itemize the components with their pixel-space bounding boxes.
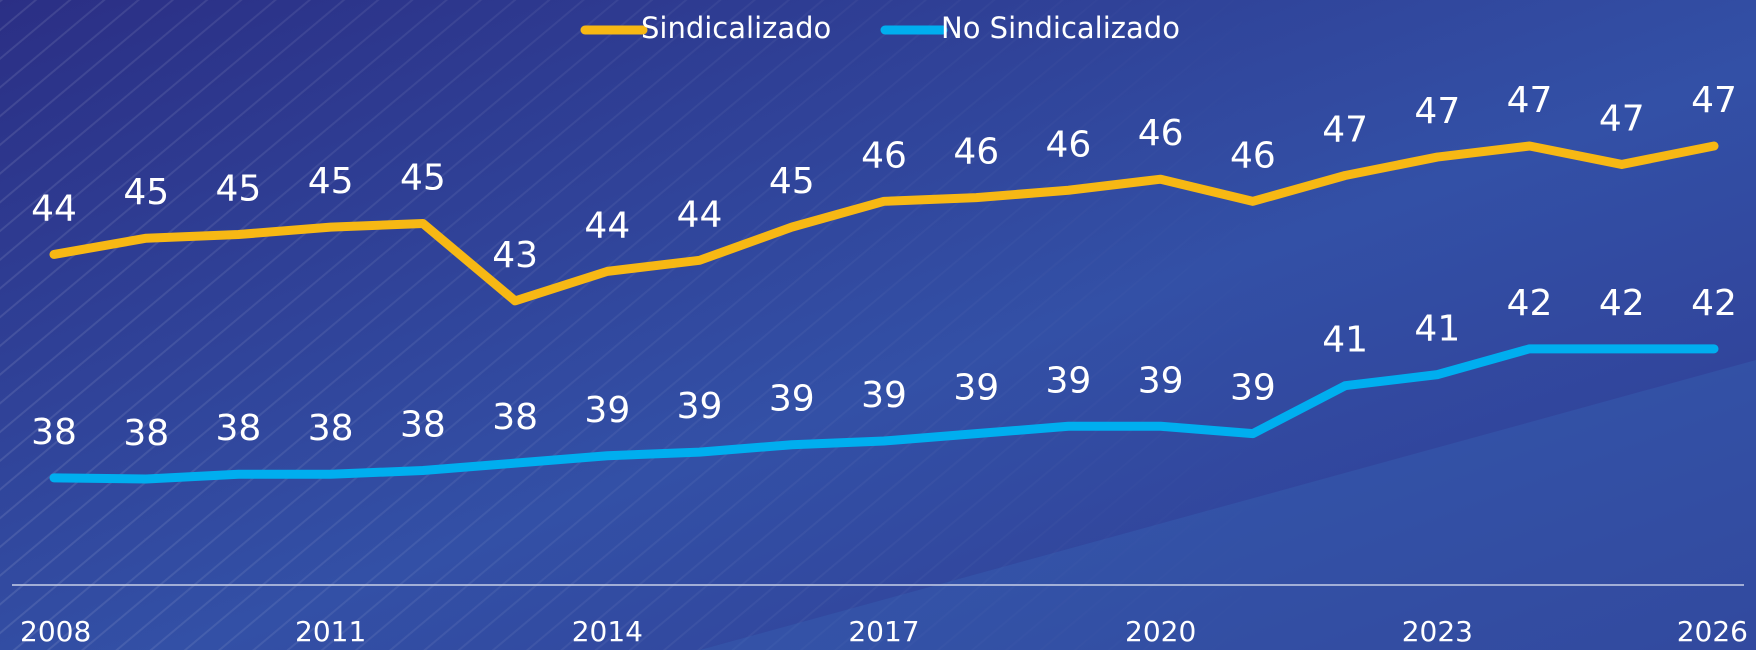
data-label: 46 bbox=[953, 132, 999, 173]
data-label: 42 bbox=[1691, 283, 1737, 324]
data-label: 44 bbox=[677, 194, 723, 235]
data-label: 46 bbox=[1046, 124, 1092, 165]
data-label: 44 bbox=[584, 205, 630, 246]
background-shape bbox=[700, 360, 1756, 650]
data-label: 45 bbox=[400, 157, 446, 198]
data-label: 41 bbox=[1322, 320, 1368, 361]
x-tick-label: 2017 bbox=[848, 615, 919, 648]
data-label: 47 bbox=[1599, 98, 1645, 139]
data-label: 38 bbox=[216, 408, 262, 449]
data-label: 38 bbox=[31, 412, 77, 453]
data-label: 46 bbox=[1230, 135, 1276, 176]
data-label: 39 bbox=[677, 386, 723, 427]
x-tick-label: 2011 bbox=[295, 615, 366, 648]
data-label: 42 bbox=[1599, 283, 1645, 324]
data-label: 39 bbox=[1230, 368, 1276, 409]
data-label: 39 bbox=[1046, 360, 1092, 401]
data-label: 47 bbox=[1322, 110, 1368, 151]
data-label: 38 bbox=[308, 408, 354, 449]
x-tick-label: 2020 bbox=[1125, 615, 1196, 648]
data-label: 45 bbox=[123, 172, 169, 213]
data-label: 42 bbox=[1507, 283, 1553, 324]
data-label: 47 bbox=[1691, 80, 1737, 121]
data-label: 43 bbox=[492, 235, 538, 276]
data-label: 45 bbox=[216, 169, 262, 210]
series-line bbox=[49, 141, 1719, 306]
data-label: 46 bbox=[861, 135, 907, 176]
data-label: 46 bbox=[1138, 113, 1184, 154]
data-label: 39 bbox=[861, 375, 907, 416]
data-label: 38 bbox=[123, 413, 169, 454]
x-tick-label: 2014 bbox=[572, 615, 643, 648]
data-label: 39 bbox=[769, 379, 815, 420]
legend-label: Sindicalizado bbox=[641, 11, 831, 45]
data-label: 38 bbox=[492, 397, 538, 438]
x-tick-label: 2026 bbox=[1677, 615, 1748, 648]
data-label: 44 bbox=[31, 188, 77, 229]
data-label: 45 bbox=[769, 161, 815, 202]
data-label: 41 bbox=[1414, 309, 1460, 350]
x-tick-label: 2008 bbox=[20, 615, 91, 648]
data-label: 45 bbox=[308, 161, 354, 202]
data-label: 39 bbox=[1138, 360, 1184, 401]
data-label: 38 bbox=[400, 405, 446, 446]
legend-label: No Sindicalizado bbox=[941, 11, 1180, 45]
x-tick-label: 2023 bbox=[1402, 615, 1473, 648]
data-label: 39 bbox=[953, 368, 999, 409]
data-label: 47 bbox=[1507, 80, 1553, 121]
data-label: 47 bbox=[1414, 91, 1460, 132]
data-label: 39 bbox=[584, 390, 630, 431]
series-line bbox=[49, 344, 1719, 484]
